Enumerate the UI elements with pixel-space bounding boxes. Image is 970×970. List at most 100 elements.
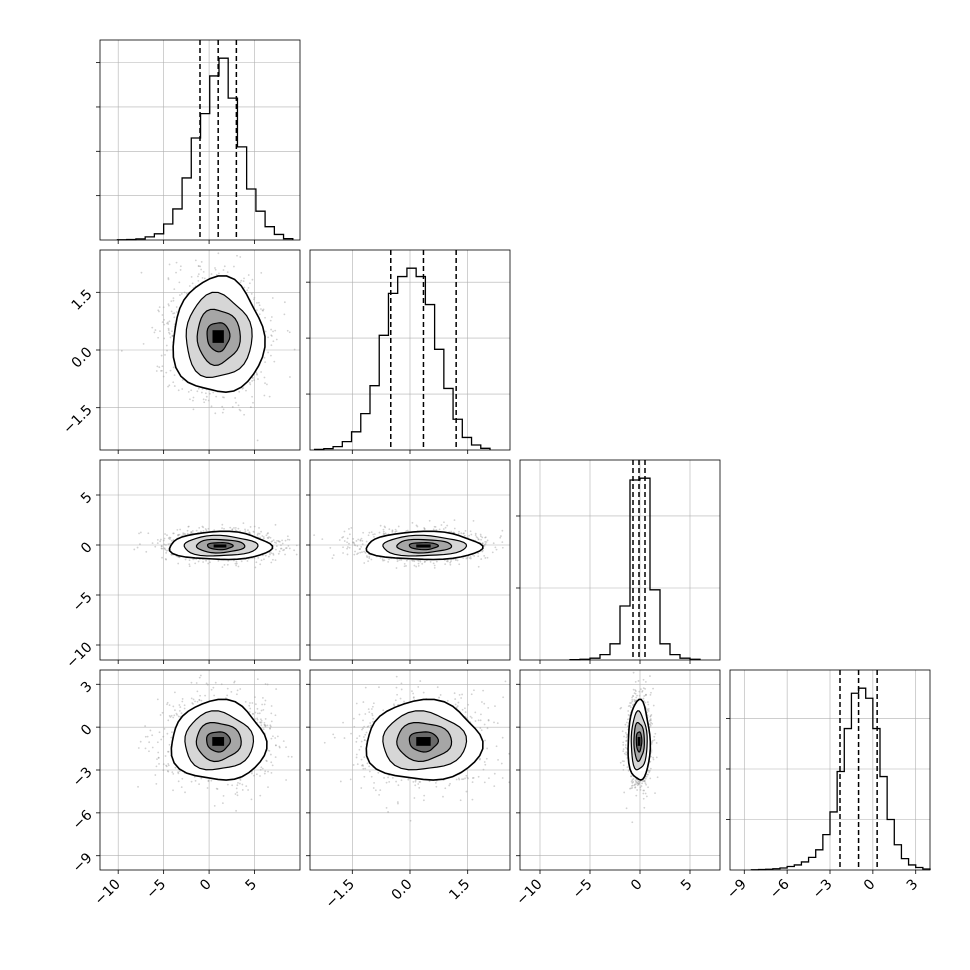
joint-3-2-point [649, 760, 652, 763]
joint-2-0-point [184, 533, 187, 536]
joint-2-1-point [435, 560, 438, 563]
joint-1-0-point [173, 374, 176, 376]
joint-2-0-point [234, 527, 237, 529]
joint-3-2-point [632, 704, 634, 706]
joint-3-2-point [634, 690, 637, 693]
joint-3-2-point [625, 753, 628, 756]
joint-3-1-point [480, 713, 482, 716]
joint-3-1-point [457, 701, 460, 704]
joint-1-0-point [247, 274, 250, 276]
joint-2-0-point [205, 529, 208, 532]
joint-1-0-point [222, 269, 225, 271]
joint-1-0-point [169, 336, 172, 339]
joint-2-1-point [382, 559, 384, 562]
joint-2-1-point [359, 548, 362, 550]
joint-3-1-point [466, 776, 469, 779]
joint-3-1-point [471, 781, 474, 784]
joint-3-2-point [636, 782, 639, 784]
joint-2-1-point [477, 552, 480, 555]
joint-3-1-point [455, 706, 458, 709]
joint-3-1-point [371, 705, 374, 708]
joint-2-1-point [501, 529, 504, 532]
joint-3-0-point [151, 746, 154, 749]
joint-3-0-point [181, 700, 184, 703]
joint-1-0-point [270, 334, 273, 337]
marginal-2-histogram-step [569, 477, 701, 661]
joint-2-1-plot-area [313, 519, 504, 569]
joint-2-0-point [169, 542, 172, 545]
joint-2-0-point [288, 538, 291, 541]
joint-3-2-density-peak [637, 737, 641, 746]
joint-3-0-point [268, 749, 271, 752]
joint-3-0-point [256, 718, 259, 721]
joint-1-0-point [251, 377, 254, 379]
joint-3-1-point [379, 789, 382, 791]
joint-3-1-point [365, 731, 368, 734]
joint-2-1-point [462, 532, 465, 535]
joint-3-2-point [648, 720, 651, 722]
joint-3-0-point [184, 791, 186, 794]
joint-2-0-point [278, 540, 281, 543]
joint-3-1-point [479, 757, 481, 760]
joint-2-0-point [247, 529, 249, 532]
joint-1-0-point [167, 327, 170, 330]
joint-3-1-point [368, 711, 371, 714]
joint-3-2-point [636, 782, 639, 785]
joint-3-0-point [267, 770, 269, 773]
joint-3-0-point [190, 681, 193, 684]
joint-3-2-point [647, 703, 650, 706]
joint-3-2-point [637, 780, 640, 783]
joint-2-1-point [423, 528, 426, 530]
joint-2-0-point [176, 534, 179, 536]
joint-3-1-point [457, 777, 460, 780]
joint-2-1-point [361, 539, 364, 542]
joint-2-0-point [275, 542, 278, 544]
joint-2-0-point [139, 543, 141, 546]
joint-3-0-point [206, 683, 209, 686]
joint-3-2-point [619, 707, 622, 710]
joint-3-2-point [629, 702, 631, 704]
joint-3-1-point [500, 762, 503, 765]
joint-1-0-point [256, 301, 258, 304]
joint-2-0-point [191, 530, 194, 532]
joint-1-0-point [251, 395, 253, 398]
joint-2-1-point [429, 560, 432, 563]
joint-1-0-point [167, 329, 170, 331]
joint-3-2-plot-area [619, 671, 659, 824]
joint-2-1-point [357, 552, 360, 555]
joint-2-1-point [365, 540, 368, 543]
joint-2-0-point [226, 563, 229, 566]
joint-1-0-point [201, 276, 204, 279]
joint-2-1-point [428, 519, 431, 522]
joint-2-0-point [268, 551, 271, 554]
joint-3-0-point [259, 794, 262, 797]
joint-2-1-point [382, 528, 385, 531]
joint-2-0-point [136, 546, 139, 549]
joint-2-0-point [177, 562, 180, 565]
joint-3-2-point [631, 698, 634, 701]
joint-1-0-point [261, 309, 264, 312]
joint-3-0-point [272, 735, 274, 738]
joint-3-0-point [162, 769, 165, 772]
joint-1-0-point [246, 289, 249, 292]
joint-1-0-point [210, 273, 213, 275]
joint-3-0-point [239, 688, 242, 690]
joint-3-2-point [633, 784, 636, 787]
joint-3-1-point [469, 715, 472, 718]
joint-2-0-point [163, 547, 165, 550]
joint-3-0-point [139, 740, 142, 743]
joint-3-1-point [423, 794, 426, 797]
joint-3-2-point [638, 780, 641, 783]
joint-2-0-point [190, 531, 193, 533]
joint-2-1-point [383, 559, 386, 562]
joint-2-0-point [281, 539, 283, 542]
joint-2-1-point [331, 557, 334, 560]
joint-3-0-point [194, 779, 197, 782]
joint-1-0-point [173, 385, 176, 387]
joint-1-0-point [243, 286, 246, 289]
joint-3-0-point [154, 774, 157, 776]
joint-2-0-point [275, 548, 277, 551]
joint-1-0-point [207, 399, 210, 402]
joint-3-1-point [372, 787, 375, 789]
joint-1-0-point [163, 337, 166, 340]
